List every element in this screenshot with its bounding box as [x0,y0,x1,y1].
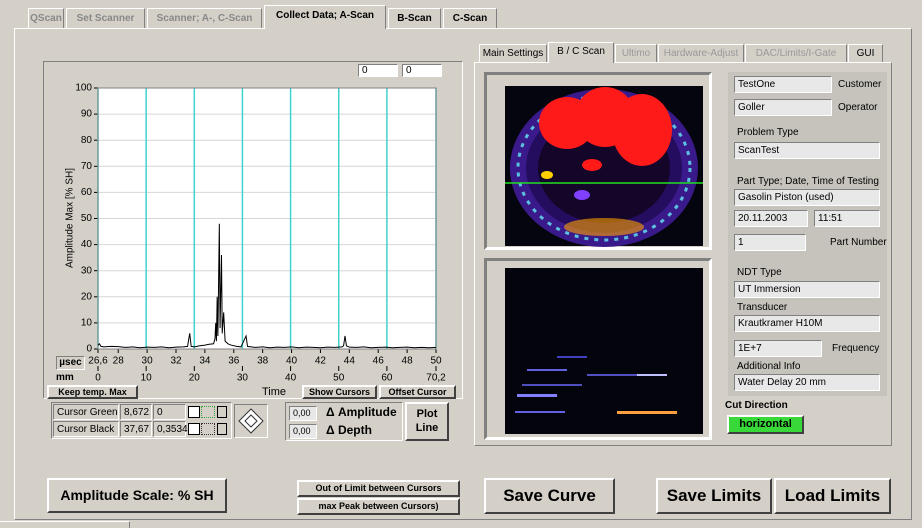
cursor-lock-icon[interactable] [217,423,227,435]
x2-tick-label: 0 [95,373,101,384]
keep-max-button[interactable]: Keep temp. Max [47,385,138,399]
x-tick-label: 46 [373,356,385,367]
y-tick-label: 100 [75,83,92,94]
settings-tab[interactable]: Hardware-Adjust [658,44,744,63]
y-tick-label: 20 [81,291,93,302]
info-field[interactable]: UT Immersion [734,281,880,298]
info-field[interactable]: Krautkramer H10M [734,315,880,332]
x2-tick-label: 10 [141,373,153,384]
delta-value[interactable]: 0,00 [289,424,317,439]
amplitude-scale-button[interactable]: Amplitude Scale: % SH [47,478,227,513]
cursor-mover[interactable] [234,404,268,438]
bscan-frame [484,258,712,440]
info-field[interactable]: 1 [734,234,806,251]
cursor-x[interactable]: 37,67 [120,421,152,437]
x-tick-label: 48 [402,356,414,367]
cursor-label: Cursor Black [53,421,119,437]
info-label: Customer [838,79,881,90]
info-label: Additional Info [737,361,800,372]
info-label: Operator [838,102,877,113]
y-tick-label: 30 [81,265,93,276]
x-tick-label: 32 [170,356,182,367]
x-tick-label: 26,6 [88,356,108,367]
delta-value[interactable]: 0,00 [289,406,317,421]
y-axis-label: Amplitude Max [% SH] [65,168,76,268]
delta-label: Δ Amplitude [326,405,397,419]
max-peak-button[interactable]: max Peak between Cursors) [297,498,460,515]
out-of-limit-button[interactable]: Out of Limit between Cursors [297,480,460,497]
x-tick-label: 40 [286,356,298,367]
plot-line-button[interactable]: Plot Line [405,402,449,441]
cursor-lock-icon[interactable] [217,406,227,418]
settings-tab[interactable]: Main Settings [479,44,547,63]
x-tick-label: 28 [113,356,125,367]
info-field[interactable]: Water Delay 20 mm [734,374,880,391]
delta-label: Δ Depth [326,423,372,437]
cursor-style-icon[interactable] [201,406,215,418]
save-limits-button[interactable]: Save Limits [656,478,772,514]
x2-unit-label: mm [56,372,74,383]
x-tick-label: 42 [315,356,327,367]
info-field[interactable]: TestOne [734,76,832,93]
cscan-frame [484,72,712,250]
x2-tick-label: 70,2 [426,373,446,384]
settings-tab[interactable]: GUI [848,44,883,63]
info-field[interactable]: Goller [734,99,832,116]
cut-direction-button[interactable]: horizontal [727,415,804,434]
y-tick-label: 90 [81,109,93,120]
y-tick-label: 40 [81,239,93,250]
x-tick-label: 50 [430,356,442,367]
x-tick-label: 34 [199,356,211,367]
tab-active[interactable]: Collect Data; A-Scan [264,5,386,29]
settings-tab[interactable]: Ultimo [615,44,657,63]
x2-tick-label: 50 [333,373,345,384]
info-field[interactable]: Gasolin Piston (used) [734,189,880,206]
y-tick-label: 50 [81,213,93,224]
load-limits-button[interactable]: Load Limits [774,478,891,514]
y-tick-label: 70 [81,161,93,172]
save-curve-button[interactable]: Save Curve [484,478,615,514]
info-label: Frequency [832,343,879,354]
status-bar [0,521,130,528]
y-tick-label: 10 [81,318,93,329]
info-label: Part Type; Date, Time of Testing [737,176,879,187]
info-field[interactable]: 11:51 [814,210,880,227]
x-tick-label: 44 [344,356,356,367]
info-label: Problem Type [737,127,799,138]
show-cursors-button[interactable]: Show Cursors [302,385,377,399]
cut-direction-label: Cut Direction [725,400,788,411]
cursor-y[interactable]: 0 [153,404,186,420]
x-tick-label: 36 [228,356,240,367]
cscan-image [487,75,709,247]
x-tick-label: 30 [142,356,154,367]
cursor-style-icon[interactable] [201,423,215,435]
offset-cursor-button[interactable]: Offset Cursor [379,385,456,399]
x2-tick-label: 40 [285,373,297,384]
x2-tick-label: 30 [237,373,249,384]
y-tick-label: 60 [81,187,93,198]
cursor-y[interactable]: 0,3534 [153,421,186,437]
x-axis-label: Time [262,386,286,398]
settings-tab[interactable]: DAC/Limits/I-Gate [745,44,847,63]
info-field[interactable]: 1E+7 [734,340,822,357]
info-label: Part Number [830,237,887,248]
info-field[interactable]: ScanTest [734,142,880,159]
info-label: Transducer [737,302,787,313]
info-label: NDT Type [737,267,782,278]
info-field[interactable]: 20.11.2003 [734,210,808,227]
cursor-x[interactable]: 8,672 [120,404,152,420]
x-tick-label: 38 [257,356,269,367]
settings-tab-active[interactable]: B / C Scan [548,42,614,63]
y-tick-label: 0 [86,344,92,355]
cursor-color-box[interactable] [188,406,200,418]
cursor-label: Cursor Green [53,404,119,420]
bscan-image [487,261,709,437]
cursor-color-box[interactable] [188,423,200,435]
app-window: QScan Set Scanner Scanner; A-, C-Scan Co… [0,0,922,528]
diamond-icon [235,405,267,437]
x2-tick-label: 60 [381,373,393,384]
x2-tick-label: 20 [189,373,201,384]
x-unit-label: µsec [56,356,85,370]
y-tick-label: 80 [81,135,93,146]
